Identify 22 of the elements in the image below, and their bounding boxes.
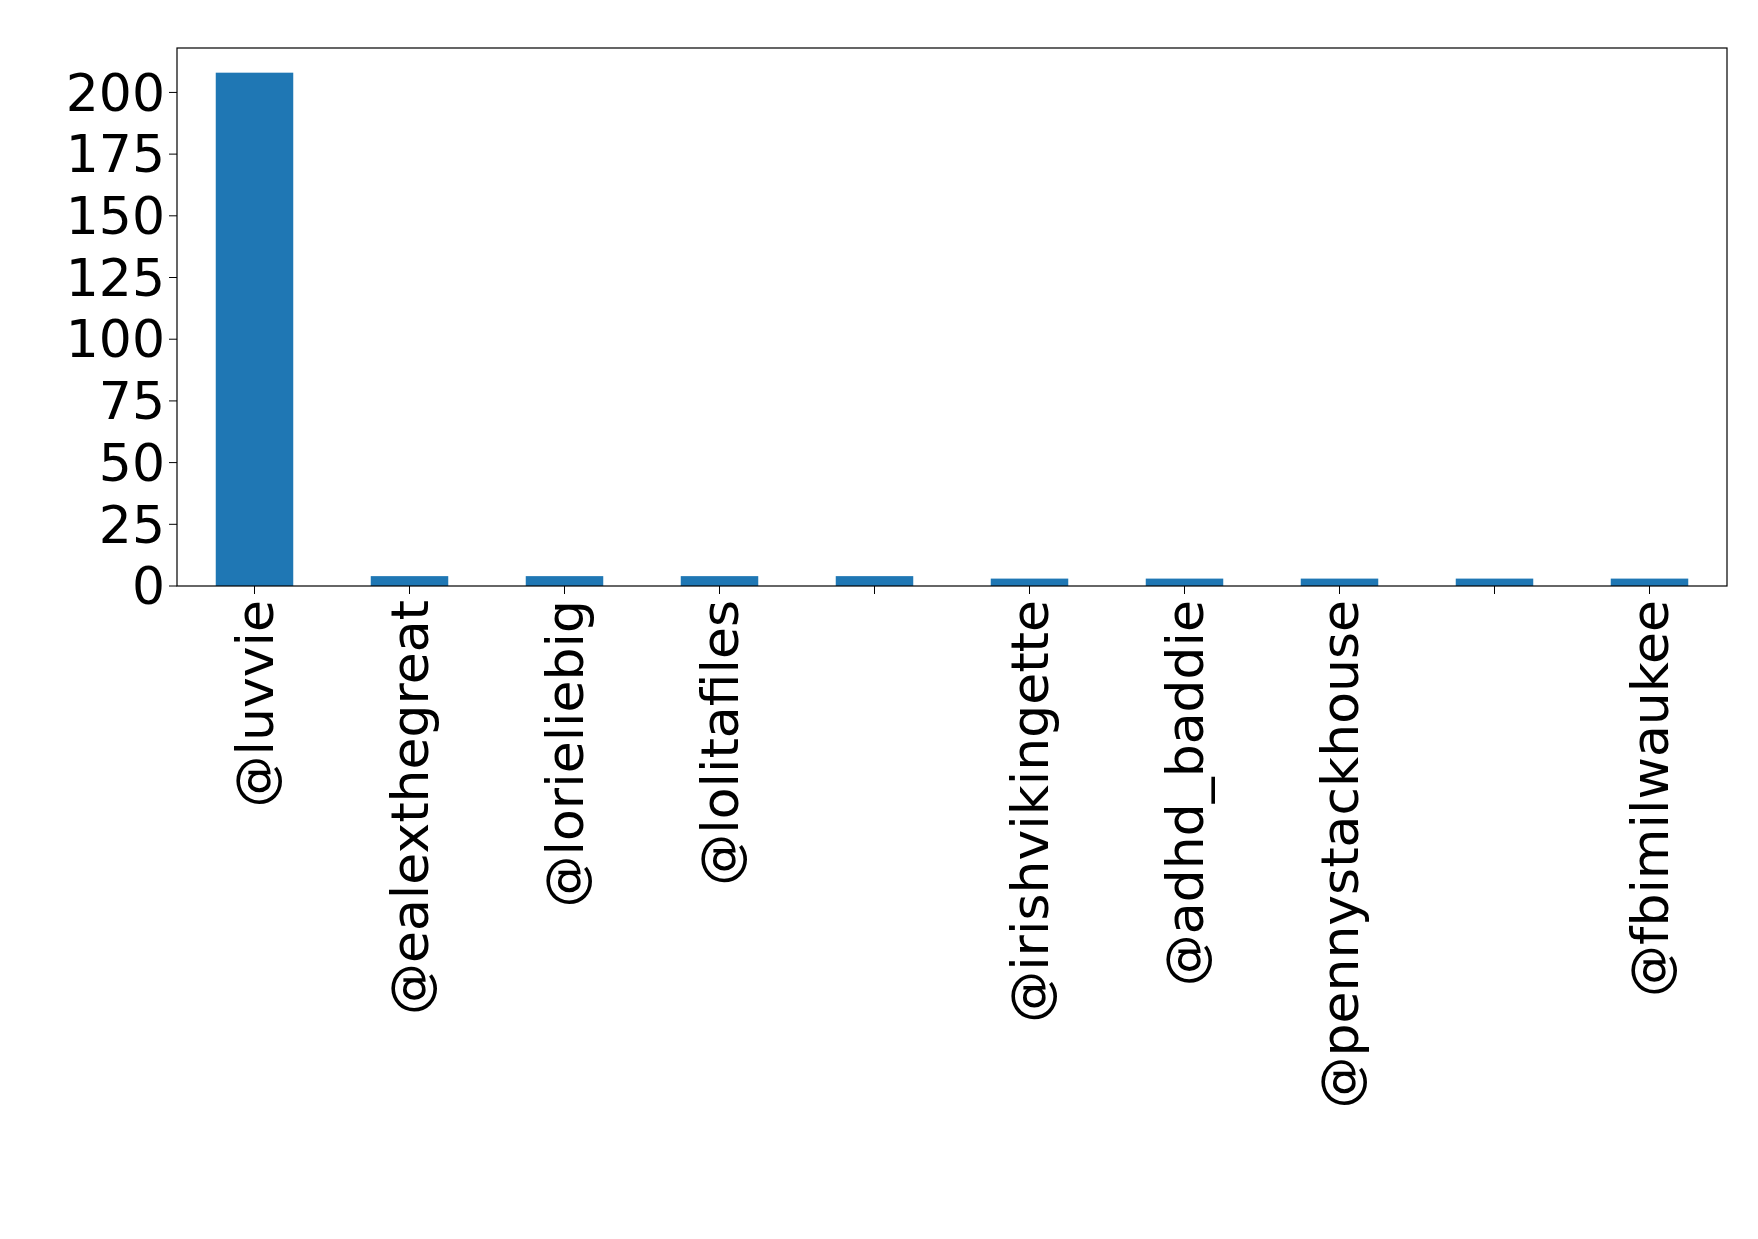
bar: [370, 576, 449, 586]
x-tick-label: @fbimilwaukee: [1619, 600, 1680, 997]
x-tick-label: @irishvikingette: [999, 600, 1060, 1023]
x-tick-label: @adhd_baddie: [1154, 600, 1215, 987]
y-tick-label: 200: [65, 62, 165, 123]
x-tick-label: @pennystackhouse: [1309, 600, 1370, 1109]
y-tick-label: 125: [65, 247, 165, 308]
x-tick-label: @luvvie: [224, 600, 285, 808]
y-tick-label: 175: [65, 124, 165, 185]
y-tick-label: 50: [98, 432, 165, 493]
bar: [680, 576, 759, 586]
x-tick-label: @lorieliebig: [534, 600, 595, 908]
y-tick-label: 75: [98, 371, 165, 432]
y-tick-label: 0: [131, 556, 165, 617]
x-tick-label: @lolitafiles: [689, 600, 750, 886]
bar: [835, 576, 914, 586]
x-tick-label: @ealexthegreat: [379, 600, 440, 1015]
bar: [525, 576, 604, 586]
y-tick-label: 150: [65, 186, 165, 247]
y-tick-label: 100: [65, 309, 165, 370]
y-tick-label: 25: [98, 494, 165, 555]
bar: [215, 72, 294, 586]
